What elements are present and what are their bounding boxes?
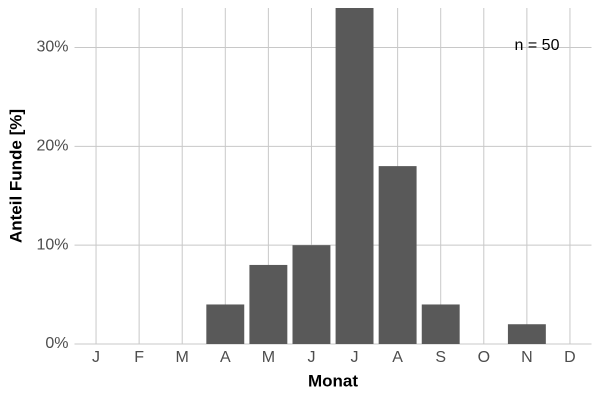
x-tick-label: M <box>176 349 189 366</box>
x-axis-title: Monat <box>308 371 358 390</box>
y-axis-title: Anteil Funde [%] <box>6 109 25 243</box>
bar <box>292 245 331 344</box>
y-tick-label: 20% <box>36 138 68 155</box>
annotation: n = 50 <box>515 37 560 54</box>
bar <box>507 324 546 344</box>
x-tick-label: F <box>134 349 144 366</box>
bar <box>378 166 417 344</box>
x-tick-label: A <box>220 349 231 366</box>
y-tick-label: 30% <box>36 39 68 56</box>
x-tick-label: O <box>478 349 490 366</box>
x-tick-label: J <box>92 349 100 366</box>
x-tick-label: J <box>307 349 315 366</box>
x-tick-label: J <box>351 349 359 366</box>
bar <box>249 264 288 344</box>
bar <box>206 304 245 344</box>
x-tick-label: M <box>262 349 275 366</box>
x-tick-label: N <box>521 349 533 366</box>
y-tick-label: 10% <box>36 236 68 253</box>
bar <box>335 8 374 344</box>
x-tick-label: D <box>564 349 576 366</box>
bar <box>421 304 460 344</box>
x-tick-label: S <box>435 349 446 366</box>
y-tick-label: 0% <box>45 335 68 352</box>
x-tick-label: A <box>392 349 403 366</box>
